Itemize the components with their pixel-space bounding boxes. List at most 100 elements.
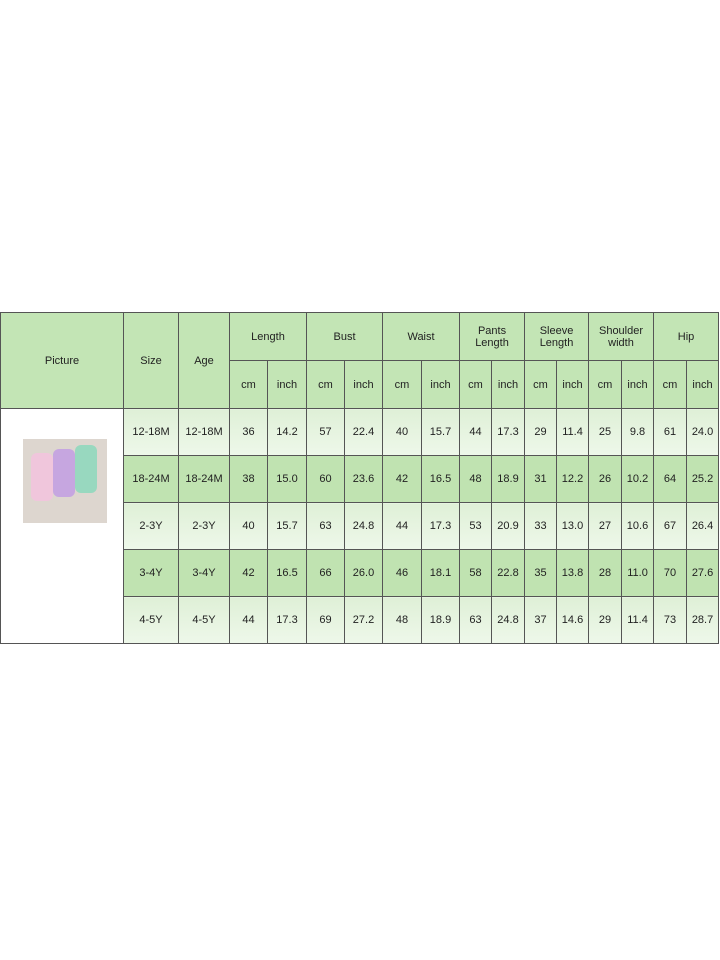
table-cell: 36 [229, 408, 268, 456]
header-group: Shoulder width [588, 312, 655, 361]
table-cell: 37 [524, 596, 558, 644]
table-cell: 17.3 [491, 408, 526, 456]
table-cell: 23.6 [343, 455, 384, 503]
table-cell: 24.8 [343, 502, 384, 550]
table-cell: 18.9 [491, 455, 526, 503]
table-cell: 26.0 [343, 549, 384, 597]
size-chart-table: Picture Size Age Length Bust Waist Pants Le… [0, 312, 720, 644]
table-row: 4-5Y 4-5Y 44 17.3 69 27.2 48 18.9 63 24.8 37 14.6 29… [1, 596, 720, 644]
table-cell: 63 [306, 502, 345, 550]
table-cell: 4-5Y [178, 596, 230, 644]
header-unit-inch: inch [343, 360, 384, 409]
table-cell: 25.2 [686, 455, 720, 503]
header-group: Waist [382, 312, 461, 361]
table-cell: 18-24M [123, 455, 179, 503]
table-cell: 48 [459, 455, 493, 503]
header-group: Pants Length [459, 312, 526, 361]
table-cell: 15.7 [421, 408, 461, 456]
table-cell: 35 [524, 549, 558, 597]
table-cell: 11.0 [621, 549, 655, 597]
table-cell: 12-18M [178, 408, 230, 456]
header-unit-inch: inch [491, 360, 526, 409]
header-unit-cm: cm [588, 360, 623, 409]
table-cell: 60 [306, 455, 345, 503]
table-cell: 22.4 [343, 408, 384, 456]
table-cell: 11.4 [556, 408, 590, 456]
table-cell: 29 [588, 596, 623, 644]
header-unit-inch: inch [421, 360, 461, 409]
table-cell: 13.0 [556, 502, 590, 550]
table-cell: 11.4 [621, 596, 655, 644]
table-cell: 3-4Y [178, 549, 230, 597]
table-cell: 28 [588, 549, 623, 597]
table-cell: 33 [524, 502, 558, 550]
header-unit-inch: inch [621, 360, 655, 409]
header-picture: Picture [0, 312, 124, 409]
table-cell: 63 [459, 596, 493, 644]
table-cell: 40 [229, 502, 268, 550]
table-cell: 28.7 [686, 596, 720, 644]
table-cell: 38 [229, 455, 268, 503]
table-cell: 17.3 [421, 502, 461, 550]
table-cell: 13.8 [556, 549, 590, 597]
table-cell: 57 [306, 408, 345, 456]
table-cell: 22.8 [491, 549, 526, 597]
header-group: Hip [653, 312, 720, 361]
table-cell: 66 [306, 549, 345, 597]
table-cell: 18.1 [421, 549, 461, 597]
table-cell: 25 [588, 408, 623, 456]
table-cell: 20.9 [491, 502, 526, 550]
table-cell: 24.8 [491, 596, 526, 644]
header-group: Sleeve Length [524, 312, 590, 361]
header-unit-cm: cm [382, 360, 423, 409]
table-cell: 42 [229, 549, 268, 597]
table-cell: 27.2 [343, 596, 384, 644]
table-cell: 26.4 [686, 502, 720, 550]
table-cell: 46 [382, 549, 423, 597]
table-cell: 67 [653, 502, 688, 550]
table-cell: 44 [459, 408, 493, 456]
table-cell: 48 [382, 596, 423, 644]
table-row: 12-18M 12-18M 36 14.2 57 22.4 40 15.7 44 17.3 29 11… [0, 408, 720, 644]
header-unit-inch: inch [556, 360, 590, 409]
table-cell: 73 [653, 596, 688, 644]
table-cell: 14.6 [556, 596, 590, 644]
table-cell: 3-4Y [123, 549, 179, 597]
product-picture-cell [0, 408, 124, 644]
header-unit-cm: cm [653, 360, 688, 409]
table-cell: 15.7 [267, 502, 307, 550]
table-row: 18-24M 18-24M 38 15.0 60 23.6 42 16.5 48 18.9 31 12… [1, 455, 720, 503]
table-cell: 9.8 [621, 408, 655, 456]
table-cell: 27 [588, 502, 623, 550]
table-cell: 26 [588, 455, 623, 503]
header-group: Length [229, 312, 307, 361]
table-cell: 4-5Y [123, 596, 179, 644]
table-cell: 10.2 [621, 455, 655, 503]
table-cell: 14.2 [267, 408, 307, 456]
table-cell: 58 [459, 549, 493, 597]
header-group: Bust [305, 312, 384, 361]
table-cell: 61 [653, 408, 688, 456]
table-cell: 17.3 [267, 596, 307, 644]
header-unit-cm: cm [459, 360, 493, 409]
table-cell: 44 [229, 596, 268, 644]
table-cell: 16.5 [267, 549, 307, 597]
table-cell: 27.6 [686, 549, 720, 597]
table-cell: 64 [653, 455, 688, 503]
table-cell: 24.0 [686, 408, 720, 456]
header-unit-cm: cm [229, 360, 268, 409]
table-cell: 18.9 [421, 596, 461, 644]
table-cell: 44 [382, 502, 423, 550]
table-cell: 69 [306, 596, 345, 644]
header-size: Size [123, 312, 179, 409]
header-unit-inch: inch [267, 360, 307, 409]
table-cell: 12-18M [123, 408, 179, 456]
table-cell: 31 [524, 455, 558, 503]
header-unit-cm: cm [524, 360, 558, 409]
header-unit-inch: inch [686, 360, 720, 409]
table-cell: 53 [459, 502, 493, 550]
table-cell: 70 [653, 549, 688, 597]
header-unit-cm: cm [306, 360, 345, 409]
table-cell: 2-3Y [178, 502, 230, 550]
table-cell: 12.2 [556, 455, 590, 503]
